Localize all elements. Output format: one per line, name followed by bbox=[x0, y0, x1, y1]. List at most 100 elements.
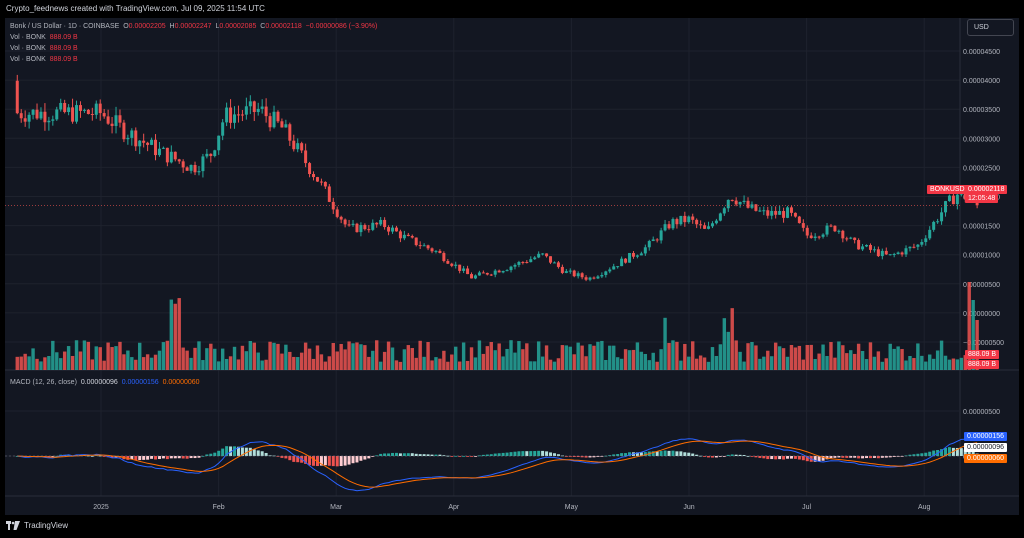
macd-line bbox=[17, 438, 978, 492]
volume-bar bbox=[718, 344, 723, 370]
macd-histogram-bar bbox=[813, 456, 817, 462]
candle-body bbox=[718, 213, 722, 221]
macd-line-value: 0.00000156 bbox=[121, 379, 159, 386]
volume-bar bbox=[394, 360, 399, 370]
candle-body bbox=[600, 274, 604, 277]
symbol-name[interactable]: Bonk / US Dollar · 1D · COINBASE bbox=[10, 23, 120, 30]
candle-body bbox=[560, 266, 564, 273]
countdown-tag: 12:05:48 bbox=[965, 194, 999, 203]
macd-histogram-bar bbox=[900, 456, 904, 457]
macd-histogram-bar bbox=[154, 456, 158, 460]
macd-histogram-bar bbox=[971, 451, 975, 456]
volume-bar bbox=[746, 343, 750, 370]
candle-body bbox=[272, 111, 276, 128]
macd-histogram-bar bbox=[375, 455, 379, 457]
macd-histogram-bar bbox=[572, 456, 576, 457]
macd-histogram-bar bbox=[600, 456, 604, 457]
volume-label[interactable]: Vol · BONK bbox=[10, 34, 46, 41]
high-value: 0.00002247 bbox=[174, 23, 212, 30]
volume-bar bbox=[106, 342, 110, 370]
macd-histogram-bar bbox=[292, 456, 296, 462]
macd-label[interactable]: MACD (12, 26, close) bbox=[10, 379, 77, 386]
candle-body bbox=[817, 236, 821, 238]
volume-bar bbox=[793, 347, 798, 370]
volume-bar bbox=[513, 352, 517, 370]
volume-bar bbox=[777, 346, 782, 370]
macd-histogram-bar bbox=[394, 452, 398, 456]
macd-histogram-bar bbox=[189, 456, 193, 459]
volume-bar bbox=[533, 361, 537, 370]
macd-histogram-bar bbox=[714, 456, 718, 458]
macd-histogram-bar bbox=[805, 456, 809, 462]
volume-bar bbox=[110, 347, 114, 370]
macd-histogram-bar bbox=[908, 454, 912, 456]
tradingview-logo[interactable]: TradingView bbox=[6, 521, 68, 530]
candle-body bbox=[813, 236, 817, 239]
chart-frame[interactable] bbox=[5, 18, 1019, 515]
candle-body bbox=[493, 270, 497, 275]
time-tick-label: Mar bbox=[330, 504, 343, 511]
volume-bar bbox=[335, 351, 339, 370]
volume-bar bbox=[758, 358, 762, 370]
volume-label[interactable]: Vol · BONK bbox=[10, 45, 46, 52]
volume-label[interactable]: Vol · BONK bbox=[10, 56, 46, 63]
macd-histogram-bar bbox=[596, 456, 600, 457]
volume-bar bbox=[959, 357, 964, 370]
volume-bar bbox=[856, 343, 861, 370]
candle-body bbox=[857, 240, 861, 250]
time-tick-label: Apr bbox=[448, 504, 460, 511]
macd-histogram-bar bbox=[552, 453, 556, 456]
macd-histogram-bar bbox=[225, 446, 229, 456]
macd-histogram-bar bbox=[853, 456, 857, 458]
candle-body bbox=[142, 140, 146, 143]
macd-histogram-bar bbox=[426, 454, 430, 456]
macd-histogram-bar bbox=[762, 456, 766, 459]
macd-histogram-bar bbox=[959, 448, 963, 456]
volume-bar bbox=[608, 345, 612, 370]
macd-histogram-bar bbox=[944, 447, 948, 456]
volume-bar bbox=[86, 341, 91, 370]
volume-bar bbox=[548, 359, 553, 370]
volume-bar bbox=[801, 359, 806, 370]
volume-bar bbox=[201, 360, 205, 370]
volume-bar bbox=[651, 352, 655, 370]
macd-histogram-bar bbox=[876, 456, 880, 459]
candle-body bbox=[868, 244, 872, 250]
volume-bar bbox=[339, 343, 343, 370]
candle-body bbox=[406, 234, 410, 236]
volume-bar bbox=[493, 350, 497, 370]
volume-bar bbox=[671, 340, 675, 370]
candle-body bbox=[679, 215, 683, 225]
candle-body bbox=[450, 263, 454, 266]
volume-bar bbox=[789, 344, 794, 370]
candle-body bbox=[853, 237, 857, 241]
candle-body bbox=[904, 248, 908, 255]
candle-body bbox=[833, 225, 837, 232]
macd-histogram-bar bbox=[707, 456, 711, 458]
volume-bar bbox=[244, 351, 249, 370]
caption-bar: Crypto_feednews created with TradingView… bbox=[0, 0, 1024, 18]
macd-histogram-bar bbox=[280, 456, 284, 458]
candle-body bbox=[86, 109, 90, 115]
candle-body bbox=[276, 111, 280, 122]
macd-histogram-bar bbox=[177, 456, 181, 459]
candle-body bbox=[335, 209, 339, 217]
volume-bar bbox=[489, 342, 493, 370]
candle-body bbox=[339, 216, 343, 220]
volume-bar bbox=[197, 341, 201, 370]
macd-histogram-bar bbox=[529, 451, 533, 456]
volume-bar bbox=[367, 356, 371, 370]
candle-body bbox=[394, 227, 398, 232]
candle-body bbox=[608, 269, 612, 272]
candle-body bbox=[782, 211, 786, 218]
chart-canvas[interactable]: 0.00004500 0.00004000 0.00003500 0.00003000… bbox=[5, 18, 1019, 515]
high-label: H bbox=[169, 23, 175, 30]
candle-body bbox=[667, 224, 671, 229]
macd-hist-tag: 0.00000096 bbox=[964, 443, 1007, 452]
macd-histogram-bar bbox=[98, 455, 102, 457]
currency-button[interactable]: USD bbox=[967, 19, 1014, 36]
candle-body bbox=[292, 140, 296, 150]
macd-histogram-bar bbox=[312, 456, 316, 466]
candle-body bbox=[896, 252, 900, 255]
volume-bar bbox=[268, 341, 272, 370]
